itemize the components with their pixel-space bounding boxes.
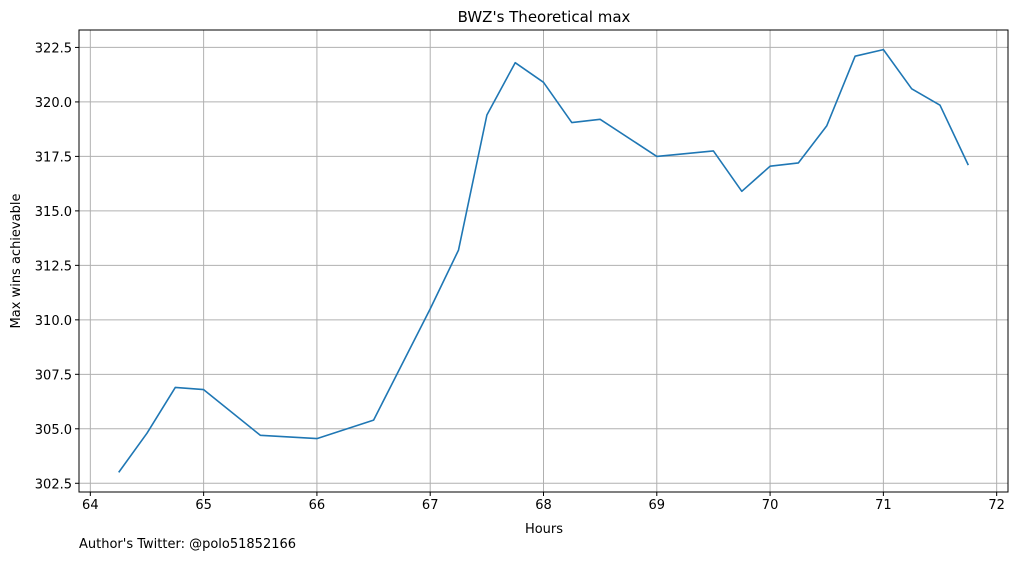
y-tick-label: 315.0 xyxy=(35,205,72,220)
author-credit: Author's Twitter: @polo51852166 xyxy=(79,537,297,552)
y-tick-label: 307.5 xyxy=(35,368,72,383)
x-tick-label: 68 xyxy=(535,498,552,513)
series-layer xyxy=(118,48,970,473)
x-tick-label: 69 xyxy=(649,498,666,513)
chart-title: BWZ's Theoretical max xyxy=(458,8,631,26)
series-line xyxy=(118,48,970,473)
x-tick-label: 70 xyxy=(762,498,779,513)
y-tick-label: 320.0 xyxy=(35,96,72,111)
y-tick-label: 310.0 xyxy=(35,314,72,329)
x-tick-label: 72 xyxy=(988,498,1005,513)
x-tick-label: 66 xyxy=(309,498,326,513)
y-tick-label: 305.0 xyxy=(35,423,72,438)
x-tick-label: 65 xyxy=(195,498,212,513)
y-tick-label: 317.5 xyxy=(35,150,72,165)
grid xyxy=(79,30,1008,492)
ticks: 64 65 66 67 68 69 70 71 72 302.5 305.0 307.5 310.0 31… xyxy=(35,41,1005,513)
y-tick-label: 302.5 xyxy=(35,477,72,492)
y-tick-label: 312.5 xyxy=(35,259,72,274)
x-tick-label: 64 xyxy=(82,498,99,513)
y-tick-label: 322.5 xyxy=(35,41,72,56)
y-axis-label: Max wins achievable xyxy=(9,194,24,329)
x-tick-label: 71 xyxy=(875,498,892,513)
x-axis-label: Hours xyxy=(525,522,563,537)
x-tick-label: 67 xyxy=(422,498,439,513)
